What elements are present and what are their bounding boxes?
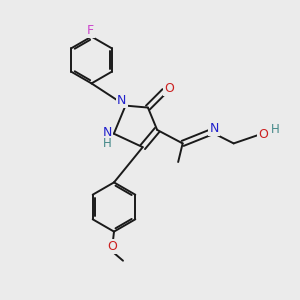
Text: N: N — [209, 122, 219, 135]
Text: H: H — [270, 123, 279, 136]
Text: N: N — [117, 94, 127, 107]
Text: N: N — [103, 126, 112, 139]
Text: F: F — [86, 23, 94, 37]
Text: H: H — [103, 137, 112, 150]
Text: O: O — [164, 82, 174, 94]
Text: O: O — [258, 128, 268, 141]
Text: O: O — [108, 240, 117, 253]
